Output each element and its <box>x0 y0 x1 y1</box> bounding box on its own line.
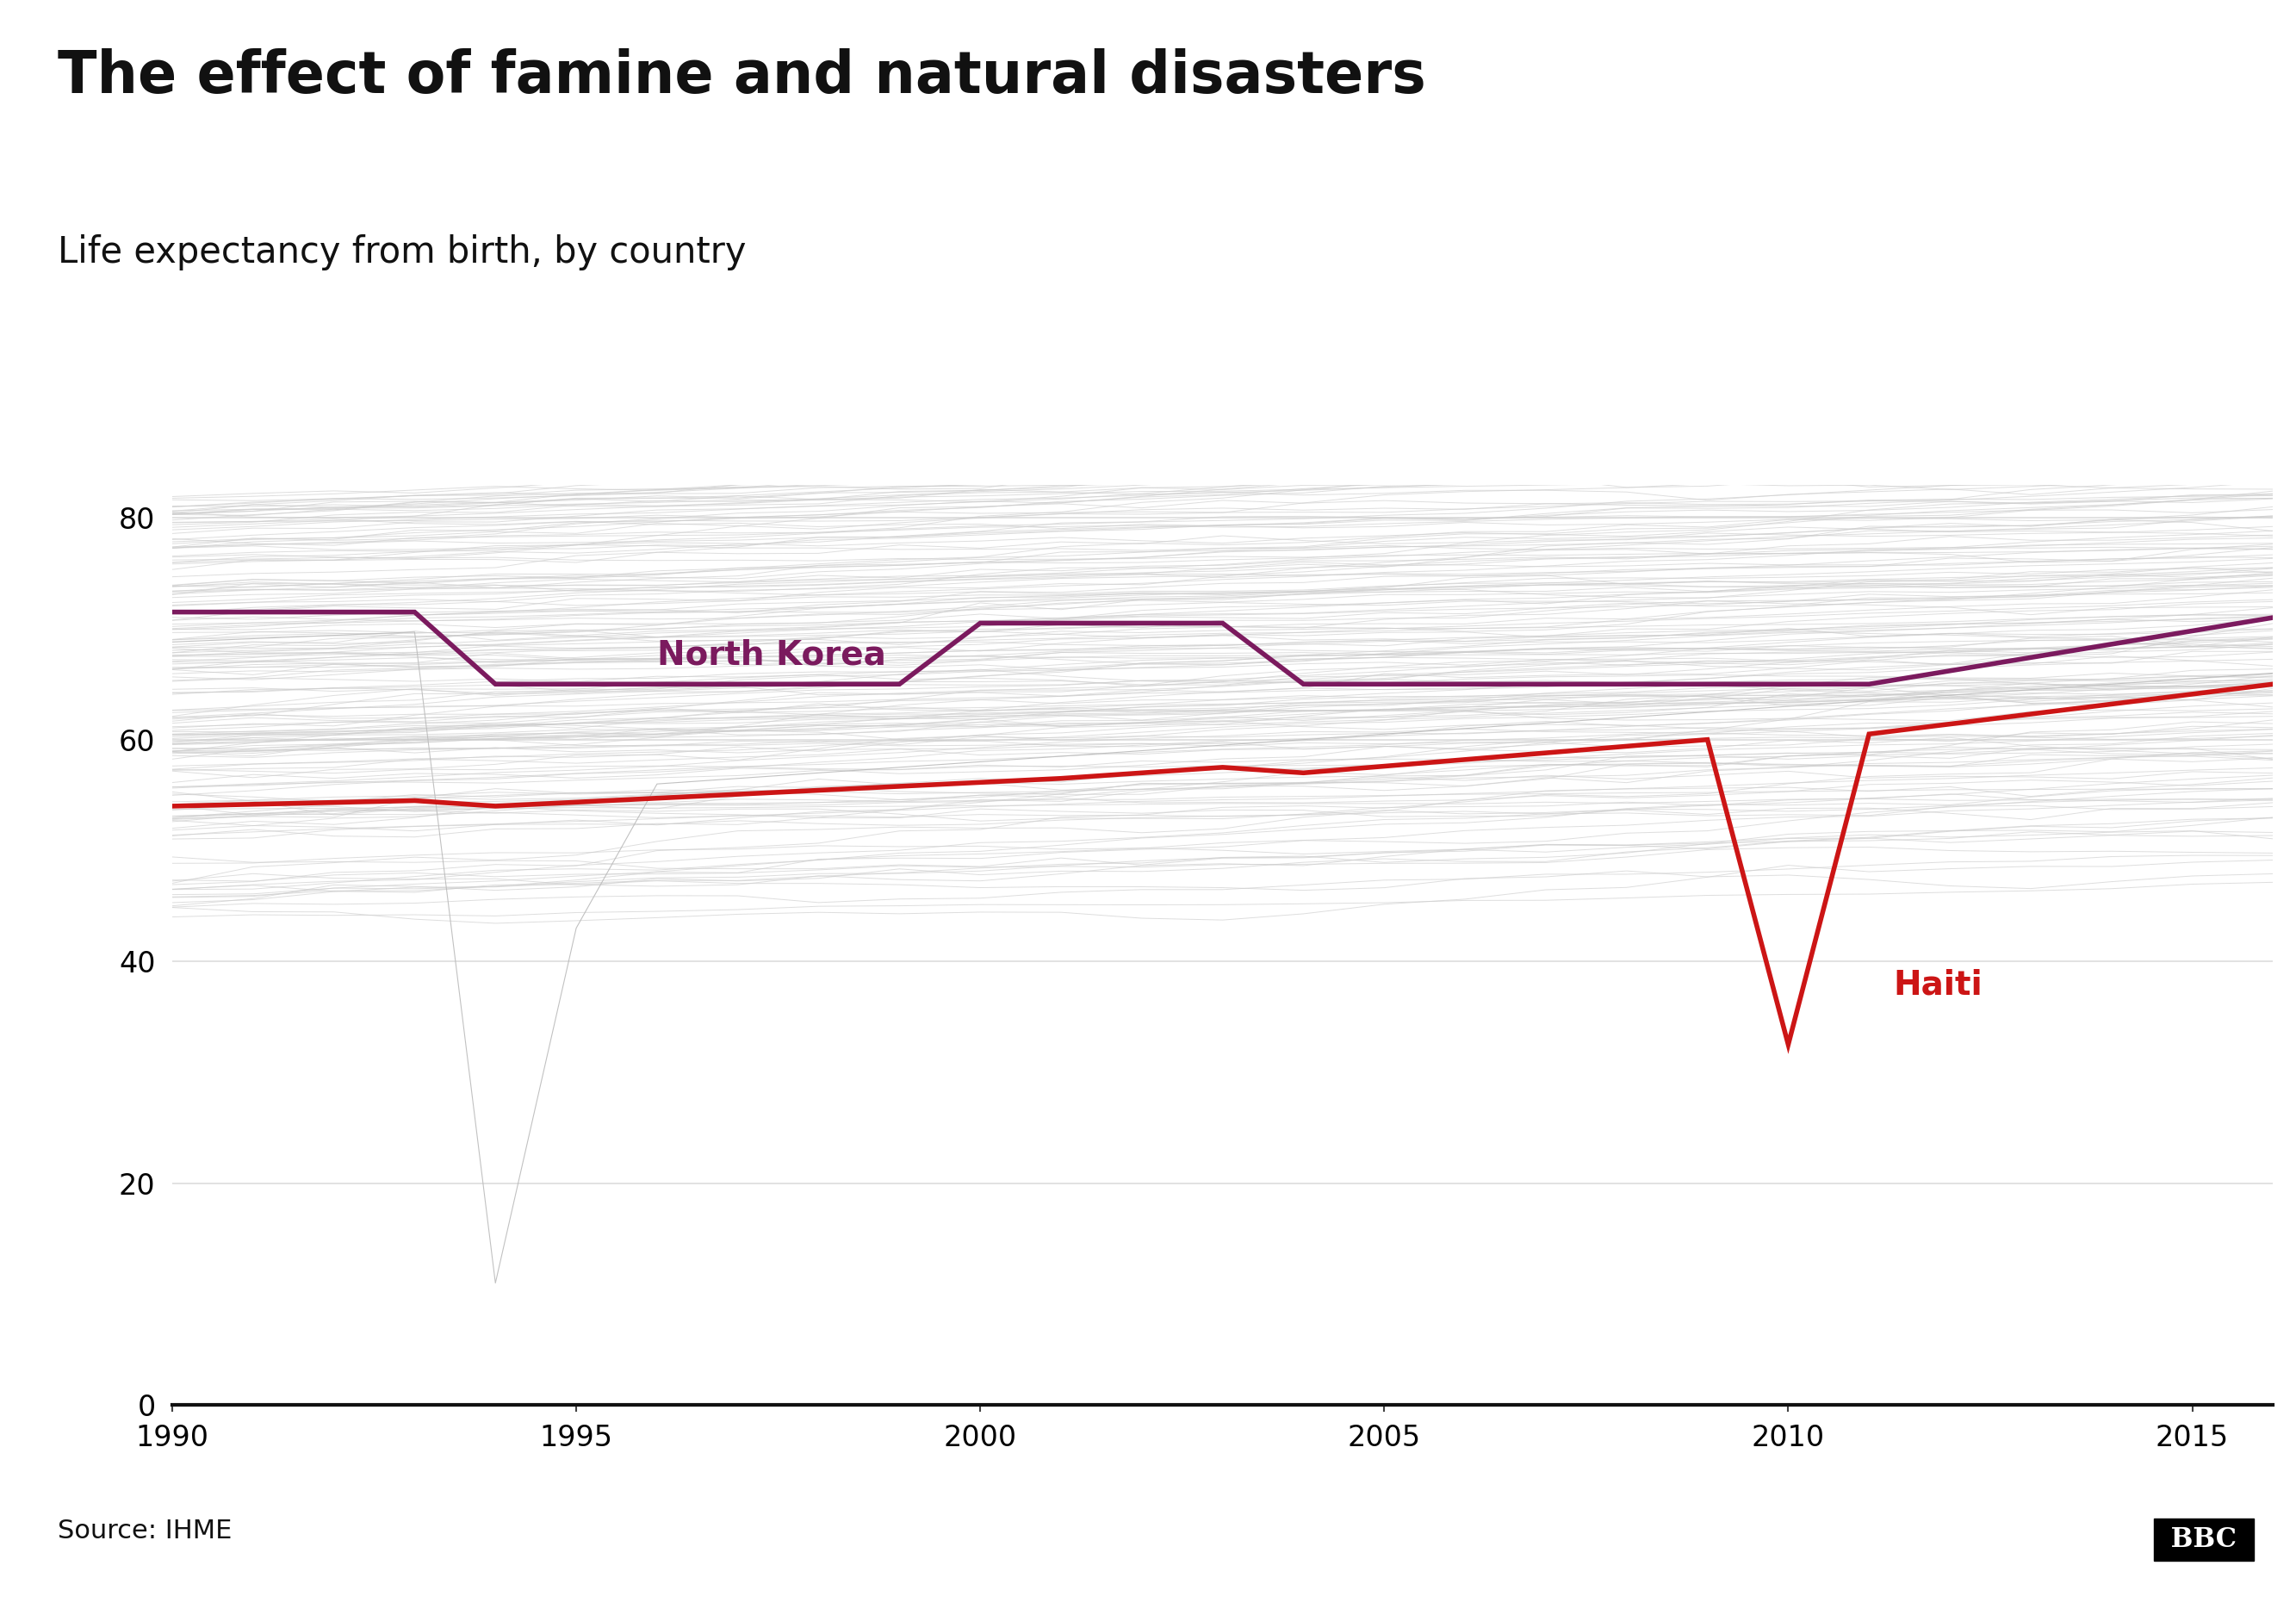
Text: BBC: BBC <box>2161 1526 2245 1554</box>
Text: The effect of famine and natural disasters: The effect of famine and natural disaste… <box>57 48 1426 105</box>
Text: Haiti: Haiti <box>1894 969 1984 1001</box>
Text: Life expectancy from birth, by country: Life expectancy from birth, by country <box>57 234 746 270</box>
Text: Source: IHME: Source: IHME <box>57 1518 232 1542</box>
Text: North Korea: North Korea <box>657 638 886 672</box>
